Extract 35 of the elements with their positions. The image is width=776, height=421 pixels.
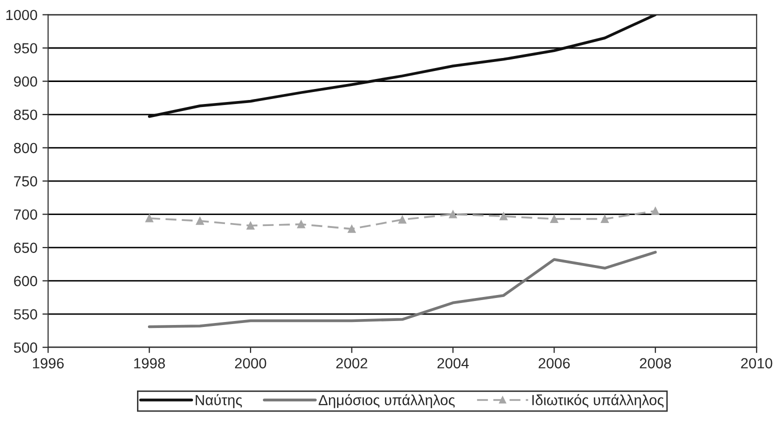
legend-label: Ναύτης xyxy=(196,394,242,408)
point xyxy=(196,216,204,225)
x-tick-label: 1996 xyxy=(33,358,64,368)
x-tick-label: 2008 xyxy=(640,358,671,368)
point xyxy=(500,212,508,220)
line-series xyxy=(148,250,657,328)
y-tick-label: 550 xyxy=(14,309,38,320)
line-series xyxy=(148,14,657,118)
x-tick-label: 2006 xyxy=(538,358,570,368)
point xyxy=(600,214,609,223)
legend-label: Ιδιωτικός υπάλληλος xyxy=(532,394,664,408)
y-tick-label: 950 xyxy=(14,43,38,54)
y-tick-label: 900 xyxy=(14,76,38,87)
x-tick-label: 2002 xyxy=(336,358,368,368)
point xyxy=(297,220,306,228)
point xyxy=(448,210,457,218)
point xyxy=(348,224,356,233)
x-tick-label: 2000 xyxy=(235,358,266,368)
y-tick-label: 1000 xyxy=(6,10,38,20)
y-tick-label: 850 xyxy=(14,110,38,120)
y-tick-label: 700 xyxy=(14,209,38,220)
point xyxy=(398,216,406,224)
legend-label: Δημόσιος υπάλληλος xyxy=(318,394,455,408)
point xyxy=(145,214,154,222)
point xyxy=(550,214,558,223)
x-tick-label: 1998 xyxy=(134,358,165,368)
y-tick-label: 500 xyxy=(14,342,38,353)
y-tick-label: 750 xyxy=(14,176,38,186)
y-tick-label: 600 xyxy=(14,276,38,286)
x-tick-label: 2004 xyxy=(437,358,469,368)
y-tick-label: 800 xyxy=(14,142,38,154)
point xyxy=(651,206,660,215)
point xyxy=(246,222,255,230)
x-tick-label: 2010 xyxy=(741,358,772,368)
y-tick-label: 650 xyxy=(14,242,38,253)
